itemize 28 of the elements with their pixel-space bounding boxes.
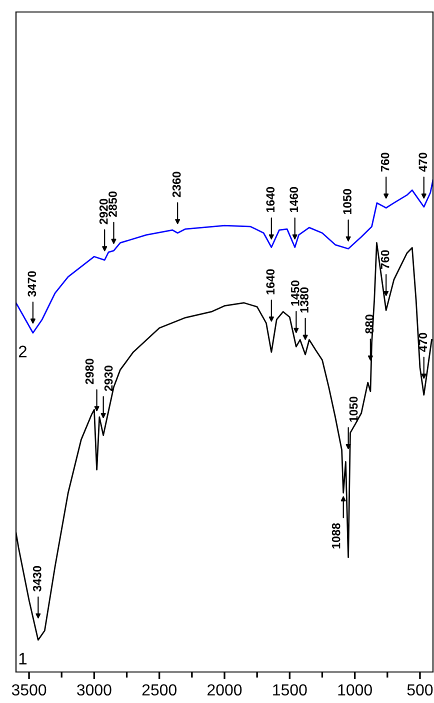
annotation: 1050 xyxy=(343,188,352,214)
annotation: 2360 xyxy=(172,172,181,198)
annotation: 760 xyxy=(380,250,390,269)
annotation: 2920 xyxy=(99,198,108,224)
x-tick-label: 1500 xyxy=(273,684,307,696)
annotation: 1088 xyxy=(332,523,340,548)
x-tick-label: 500 xyxy=(407,684,433,696)
series-label: 2 xyxy=(18,346,27,358)
series-label: 1 xyxy=(19,652,27,664)
x-tick-label: 3000 xyxy=(77,684,112,696)
annotation: 2930 xyxy=(104,366,113,392)
annotation: 2850 xyxy=(108,191,117,217)
annotation: 2980 xyxy=(85,358,94,384)
x-tick-label: 1000 xyxy=(338,684,372,696)
annotation: 1460 xyxy=(290,187,298,212)
annotation: 470 xyxy=(418,332,428,352)
annotation: 1050 xyxy=(349,396,358,422)
annotation: 760 xyxy=(380,152,390,172)
x-tick-label: 2000 xyxy=(208,684,242,696)
annotation: 3470 xyxy=(28,271,36,297)
annotation: 1640 xyxy=(266,269,275,294)
x-tick-label: 3500 xyxy=(12,684,46,696)
annotation: 1450 xyxy=(290,280,300,306)
annotation: 3430 xyxy=(32,566,42,592)
x-tick-label: 2500 xyxy=(142,684,176,696)
annotation: 1640 xyxy=(266,187,275,212)
annotation: 470 xyxy=(418,152,428,172)
annotation: 1380 xyxy=(300,287,308,312)
